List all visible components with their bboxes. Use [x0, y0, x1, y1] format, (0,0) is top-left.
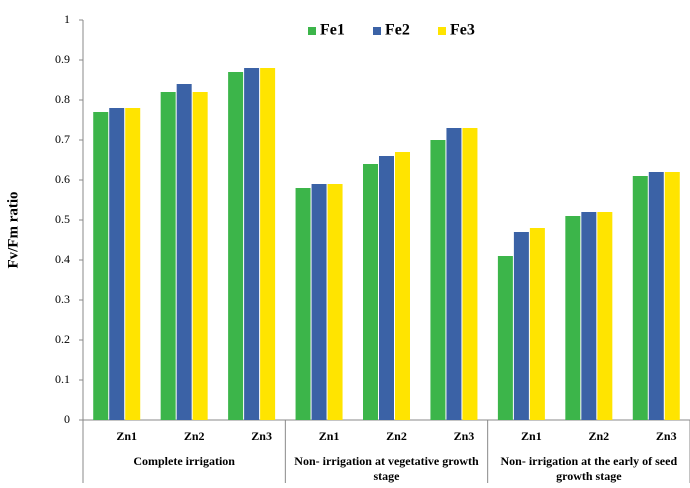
bar	[192, 92, 208, 420]
legend-swatch	[438, 27, 446, 35]
group-label: Non- irrigation at vegetative growth sta…	[294, 454, 479, 483]
bar	[529, 228, 545, 420]
bar	[244, 68, 260, 420]
x-tick-label: Zn1	[521, 429, 542, 443]
y-tick-label: 0.6	[55, 172, 70, 186]
y-tick-label: 0.9	[55, 52, 70, 66]
bar	[497, 256, 513, 420]
x-tick-label: Zn2	[184, 429, 205, 443]
x-tick-label: Zn3	[656, 429, 677, 443]
bar	[513, 232, 529, 420]
bar	[327, 184, 343, 420]
bar	[260, 68, 276, 420]
legend-label: Fe2	[385, 22, 410, 39]
bar	[446, 128, 462, 420]
bar	[93, 112, 109, 420]
y-tick-label: 0	[64, 412, 70, 426]
y-tick-label: 0.8	[55, 92, 70, 106]
bar	[395, 152, 410, 420]
bar	[632, 176, 648, 420]
bar	[363, 164, 378, 420]
y-tick-label: 0.5	[55, 212, 70, 226]
x-tick-label: Zn1	[116, 429, 137, 443]
group-label: Complete irrigation	[133, 454, 235, 468]
x-tick-label: Zn1	[319, 429, 340, 443]
bar	[664, 172, 680, 420]
bar	[109, 108, 125, 420]
x-tick-label: Zn2	[588, 429, 609, 443]
x-tick-label: Zn2	[386, 429, 407, 443]
legend-label: Fe1	[320, 22, 345, 39]
group-label: Non- irrigation at the early of seed gro…	[500, 454, 678, 483]
bar	[648, 172, 664, 420]
bar	[430, 140, 446, 420]
bar	[228, 72, 244, 420]
y-tick-label: 0.3	[55, 292, 70, 306]
legend-swatch	[373, 27, 381, 35]
y-tick-label: 0.2	[55, 332, 70, 346]
bar	[565, 216, 581, 420]
legend-label: Fe3	[450, 22, 475, 39]
bar	[160, 92, 176, 420]
bar	[295, 188, 311, 420]
y-axis-label: Fv/Fm ratio	[5, 191, 21, 268]
y-tick-label: 0.7	[55, 132, 70, 146]
bar	[581, 212, 597, 420]
x-tick-label: Zn3	[251, 429, 272, 443]
y-tick-label: 1	[64, 12, 70, 26]
bar	[379, 156, 394, 420]
y-tick-label: 0.1	[55, 372, 70, 386]
bar	[176, 84, 192, 420]
y-tick-label: 0.4	[55, 252, 70, 266]
bar	[311, 184, 327, 420]
legend-swatch	[308, 27, 316, 35]
bar	[462, 128, 478, 420]
bar	[597, 212, 613, 420]
x-tick-label: Zn3	[454, 429, 475, 443]
bar	[125, 108, 141, 420]
